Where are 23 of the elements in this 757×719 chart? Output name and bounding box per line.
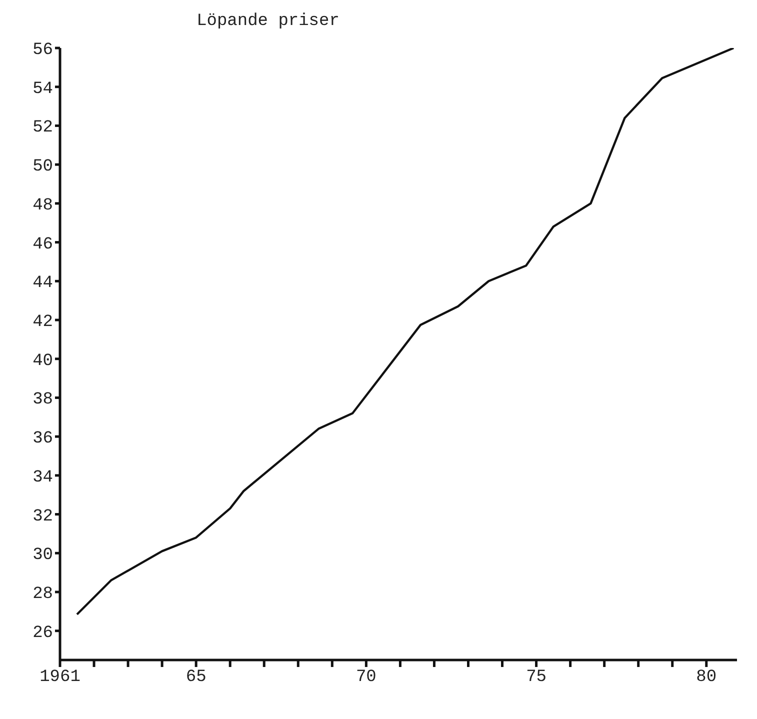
x-tick-label: 1961 xyxy=(40,668,80,688)
chart-title: Löpande priser xyxy=(196,12,340,31)
y-tick-label: 52 xyxy=(32,118,53,138)
x-tick-label: 75 xyxy=(526,668,546,688)
x-tick-label: 80 xyxy=(696,668,717,688)
line-series xyxy=(76,48,735,616)
y-tick-label: 46 xyxy=(32,235,53,254)
y-tick-label: 48 xyxy=(32,196,53,216)
y-tick-label: 56 xyxy=(32,41,53,60)
y-tick-label: 44 xyxy=(32,274,53,294)
y-tick-label: 54 xyxy=(32,80,53,99)
y-tick-label: 26 xyxy=(32,624,53,643)
x-tick-label: 70 xyxy=(356,668,376,688)
y-tick-label: 30 xyxy=(32,546,53,566)
x-tick-label: 65 xyxy=(186,668,206,688)
y-tick-label: 28 xyxy=(32,585,53,604)
y-tick-label: 32 xyxy=(32,507,53,526)
y-tick-label: 42 xyxy=(32,313,53,332)
y-tick-label: 38 xyxy=(32,390,53,410)
y-tick-label: 36 xyxy=(32,430,53,449)
y-tick-label: 50 xyxy=(32,158,53,177)
y-tick-label: 40 xyxy=(32,352,53,371)
y-tick-label: 34 xyxy=(32,468,53,488)
